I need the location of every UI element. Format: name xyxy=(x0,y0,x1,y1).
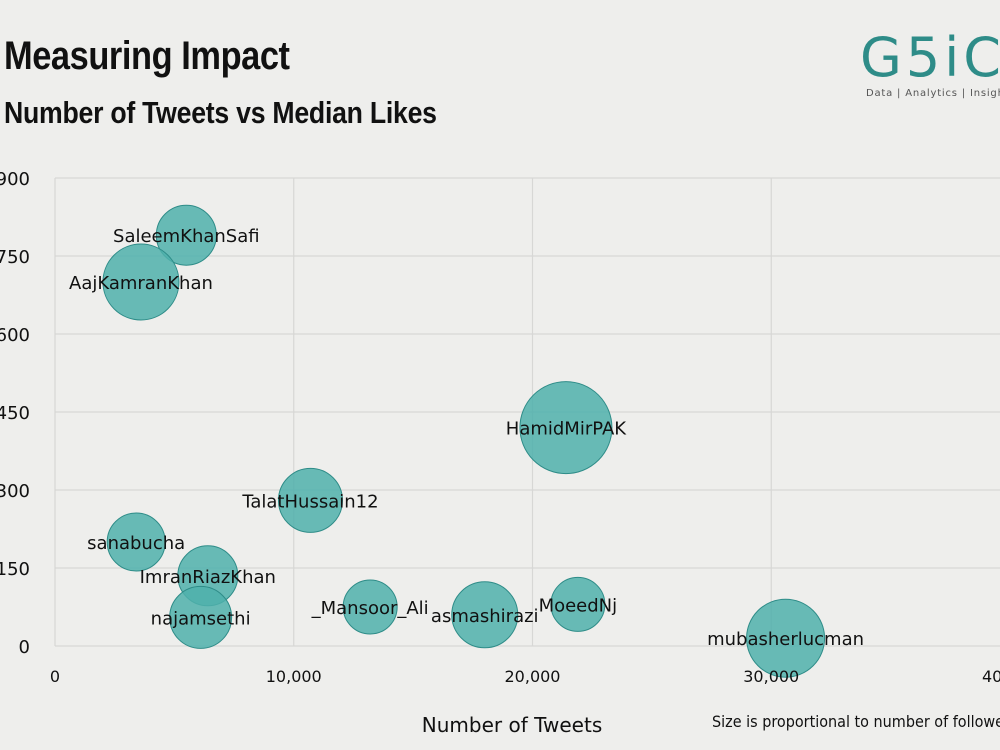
bubble-label: _Mansoor_Ali xyxy=(311,598,429,619)
bubble-mubasherlucman xyxy=(746,598,826,678)
bubble-label: SaleemKhanSafi xyxy=(113,226,260,247)
bubble-label: MoeedNj xyxy=(539,595,618,616)
y-tick-label: 450 xyxy=(0,403,30,424)
bubble-hamidmirpak xyxy=(519,381,613,475)
x-tick-label: 0 xyxy=(50,667,60,686)
y-tick-label: 750 xyxy=(0,247,30,268)
x-tick-label: 30,000 xyxy=(743,667,799,686)
tick-labels: 0 150 300 450 600 750 900 0 10,000 20,000 30,000 40… xyxy=(0,169,1000,686)
y-tick-label: 600 xyxy=(0,325,30,346)
bubble-label: sanabucha xyxy=(87,533,185,554)
bubble-label: ImranRiazKhan xyxy=(140,567,276,588)
bubble-najamsethi xyxy=(169,585,233,649)
y-tick-label: 150 xyxy=(0,559,30,580)
x-tick-label: 20,000 xyxy=(505,667,561,686)
bubble-talathussain12 xyxy=(277,467,343,533)
bubble-label: mubasherlucman xyxy=(707,629,864,650)
y-tick-label: 300 xyxy=(0,481,30,502)
logo-mark: G5iC xyxy=(860,26,1000,89)
bubble-label: AajKamranKhan xyxy=(69,273,213,294)
bubbles: SaleemKhanSafi AajKamranKhan HamidMirPAK Ta… xyxy=(69,204,864,678)
chart-title: Measuring Impact xyxy=(4,34,290,78)
y-tick-label: 900 xyxy=(0,169,30,190)
bubble-sanabucha xyxy=(106,512,166,572)
brand-logo: G5iC Data | Analytics | Insights xyxy=(860,26,1000,100)
bubble-label: TalatHussain12 xyxy=(241,491,378,512)
x-tick-label: 40,000 xyxy=(982,667,1000,686)
bubble-label: asmashirazi xyxy=(431,606,539,627)
bubble-label: HamidMirPAK xyxy=(506,419,627,440)
bubble-moeednj xyxy=(550,576,606,632)
chart-subtitle: Number of Tweets vs Median Likes xyxy=(4,95,437,130)
size-footnote: Size is proportional to number of follow… xyxy=(712,712,1000,731)
bubble-label: najamsethi xyxy=(151,608,251,629)
y-tick-label: 0 xyxy=(19,637,30,658)
bubble-aajkamrankhan xyxy=(102,243,180,321)
x-tick-label: 10,000 xyxy=(266,667,322,686)
bubble-saleemkhansafi xyxy=(155,204,217,266)
bubble-asmashirazi xyxy=(451,581,519,649)
bubble-mansoorali xyxy=(342,579,398,635)
logo-tagline: Data | Analytics | Insights xyxy=(866,88,1000,99)
x-axis-label: Number of Tweets xyxy=(422,713,602,737)
